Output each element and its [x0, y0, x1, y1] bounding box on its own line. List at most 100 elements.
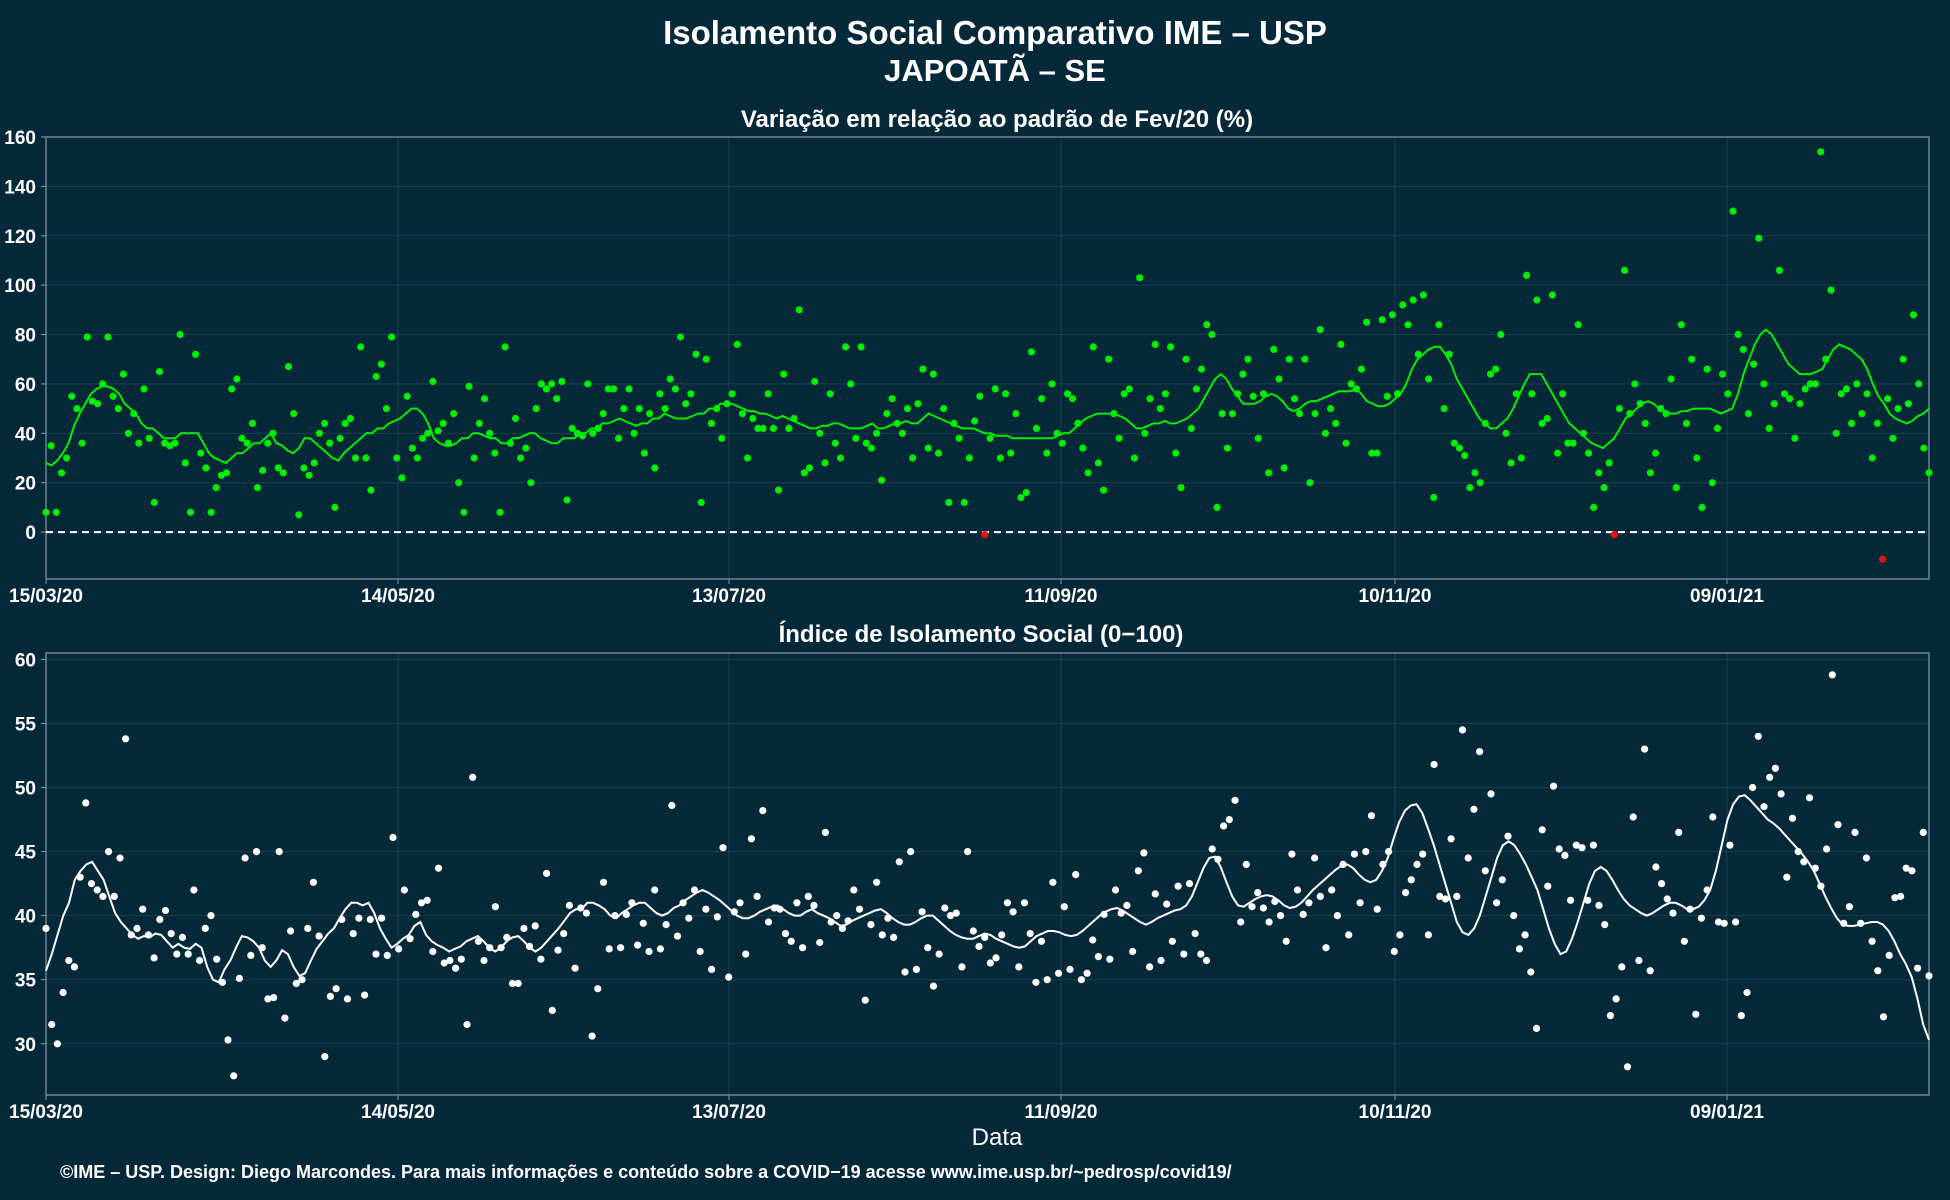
- panel2-data-point: [1015, 963, 1023, 971]
- panel2-data-point: [1083, 969, 1091, 977]
- panel2-data-point: [1908, 867, 1916, 875]
- panel1-data-point: [253, 484, 262, 492]
- panel1-data-point: [1105, 355, 1113, 363]
- panel2-data-point: [1032, 978, 1040, 986]
- panel2-data-point: [1925, 972, 1933, 980]
- panel2-data-point: [1692, 1010, 1700, 1018]
- panel1-data-point: [78, 439, 86, 447]
- panel1-data-point: [243, 439, 251, 447]
- panel1-data-point: [186, 508, 194, 516]
- panel1-data-point: [1399, 301, 1407, 309]
- panel2-data-point: [1367, 812, 1376, 820]
- panel1-data-point: [47, 442, 55, 450]
- panel1-data-point: [197, 449, 205, 457]
- panel2-data-point: [1026, 930, 1034, 938]
- panel1-data-point: [1492, 365, 1500, 373]
- panel1-data-point: [1481, 419, 1489, 427]
- panel1-data-point: [1146, 395, 1154, 403]
- panel1-data-point: [1672, 484, 1680, 492]
- panel2-data-point: [1129, 947, 1137, 956]
- panel1-data-point: [991, 385, 999, 393]
- panel2-data-point: [1231, 796, 1239, 804]
- panel2-data-point: [87, 880, 96, 888]
- panel2-data-point: [611, 912, 619, 920]
- panel2-data-point: [304, 924, 312, 933]
- panel2-data-point: [469, 773, 477, 781]
- panel2-data-point: [850, 886, 858, 894]
- panel1-data-point: [1868, 454, 1876, 462]
- panel2-data-point: [1561, 851, 1569, 860]
- panel1-data-point: [1244, 355, 1252, 363]
- panel2-data-point: [1572, 841, 1580, 849]
- panel1-data-point: [1806, 380, 1814, 388]
- panel2-data-point: [685, 914, 693, 922]
- panel2-data-point: [1743, 988, 1751, 997]
- panel1-data-point: [119, 370, 127, 378]
- panel1-data-point: [847, 380, 855, 388]
- panel2-data-point: [645, 947, 653, 956]
- panel1-data-point: [439, 419, 447, 427]
- panel2-data-point: [1703, 886, 1711, 894]
- panel2-data-point: [1094, 953, 1102, 961]
- panel1-data-point: [1440, 405, 1448, 413]
- panel1-data-point: [1141, 429, 1149, 437]
- panel1-data-point: [728, 390, 736, 398]
- panel2-data-point: [1635, 956, 1643, 965]
- panel2-data-point: [708, 965, 716, 974]
- panel1-data-point: [646, 410, 654, 418]
- panel2-data-point: [1009, 908, 1017, 916]
- panel2-data-point: [270, 994, 278, 1002]
- panel1-data-point: [976, 392, 984, 400]
- panel1-data-point: [1192, 385, 1200, 393]
- panel1-data-point: [1130, 454, 1139, 462]
- panel1-data-point: [537, 380, 545, 388]
- panel1-data-point: [996, 454, 1005, 462]
- panel1-data-point: [965, 454, 974, 462]
- panel1-data-point: [403, 392, 411, 400]
- panel2-data-point: [156, 915, 164, 924]
- panel2-data-point: [1618, 963, 1626, 971]
- panel1-data-point: [140, 385, 148, 393]
- panel1-data-point: [769, 424, 778, 432]
- panel2-data-point: [617, 944, 625, 952]
- panel2-data-point: [1476, 748, 1484, 756]
- panel2-data-point: [53, 1040, 62, 1048]
- panel2-data-point: [1316, 892, 1324, 901]
- panel2-data-point: [167, 930, 175, 938]
- panel1-data-point: [1450, 439, 1458, 447]
- panel2-data-point: [309, 878, 317, 886]
- panel1-data-point: [924, 444, 932, 452]
- panel2-data-point: [1447, 835, 1455, 843]
- panel1-data-point: [1476, 479, 1484, 487]
- panel2-data-point: [1111, 886, 1120, 894]
- panel1-data-point: [1161, 390, 1170, 398]
- panel1-data-point: [1058, 439, 1066, 447]
- panel1-data-point: [1239, 370, 1247, 378]
- panel2-data-point: [258, 944, 266, 952]
- panel1-data-point: [1414, 350, 1422, 358]
- panel2-data-point: [412, 910, 420, 919]
- panel2-data-point: [713, 913, 721, 921]
- panel1-data-point: [666, 375, 674, 383]
- panel2-data-point: [565, 901, 574, 910]
- panel1-data-point: [1739, 345, 1747, 353]
- panel2-data-point: [1771, 764, 1779, 772]
- panel2-data-point: [105, 848, 113, 856]
- panel1-data-point: [1786, 395, 1794, 403]
- panel1-data-point: [934, 449, 943, 457]
- panel1-data-point: [1275, 375, 1283, 383]
- panel1-data-point: [1641, 419, 1649, 427]
- panel1-data-point: [1750, 360, 1758, 368]
- panel1-data-point: [1801, 385, 1809, 393]
- panel1-data-point: [821, 459, 829, 467]
- panel2-data-point: [1077, 976, 1085, 984]
- panel2-data-point: [116, 854, 124, 862]
- panel1-data-point: [57, 469, 66, 477]
- panel2-data-point: [1845, 903, 1853, 911]
- panel1-data-point: [754, 424, 762, 432]
- panel2-data-point: [1197, 950, 1205, 958]
- panel1-data-point: [764, 390, 772, 398]
- panel1-data-point: [1032, 424, 1041, 432]
- panel2-data-point: [1891, 894, 1899, 902]
- panel1-data-point: [109, 392, 117, 400]
